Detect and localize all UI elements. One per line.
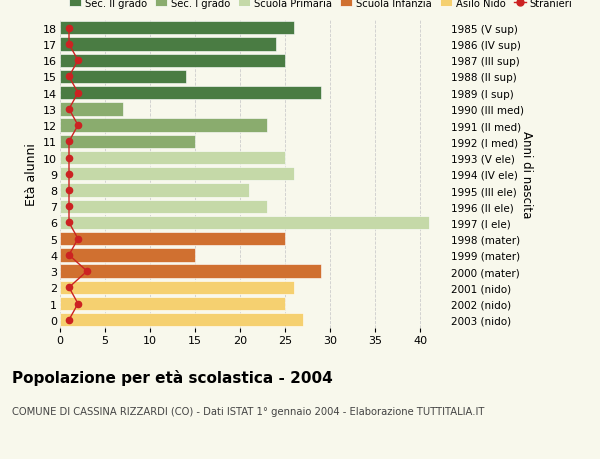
Bar [60, 265, 321, 278]
Bar [60, 22, 294, 35]
Bar [60, 135, 195, 149]
Bar [60, 249, 195, 262]
Y-axis label: Età alunni: Età alunni [25, 143, 38, 206]
Bar [60, 216, 429, 230]
Bar [60, 119, 267, 133]
Bar [60, 233, 285, 246]
Legend: Sec. II grado, Sec. I grado, Scuola Primaria, Scuola Infanzia, Asilo Nido, Stran: Sec. II grado, Sec. I grado, Scuola Prim… [65, 0, 577, 12]
Bar [60, 313, 303, 327]
Bar [60, 71, 186, 84]
Bar [60, 168, 294, 181]
Text: COMUNE DI CASSINA RIZZARDI (CO) - Dati ISTAT 1° gennaio 2004 - Elaborazione TUTT: COMUNE DI CASSINA RIZZARDI (CO) - Dati I… [12, 406, 484, 416]
Bar [60, 184, 249, 197]
Text: Popolazione per età scolastica - 2004: Popolazione per età scolastica - 2004 [12, 369, 333, 386]
Bar [60, 281, 294, 294]
Bar [60, 151, 285, 165]
Bar [60, 297, 285, 311]
Bar [60, 87, 321, 100]
Y-axis label: Anni di nascita: Anni di nascita [520, 131, 533, 218]
Bar [60, 55, 285, 68]
Bar [60, 38, 276, 51]
Bar [60, 200, 267, 213]
Bar [60, 103, 123, 116]
